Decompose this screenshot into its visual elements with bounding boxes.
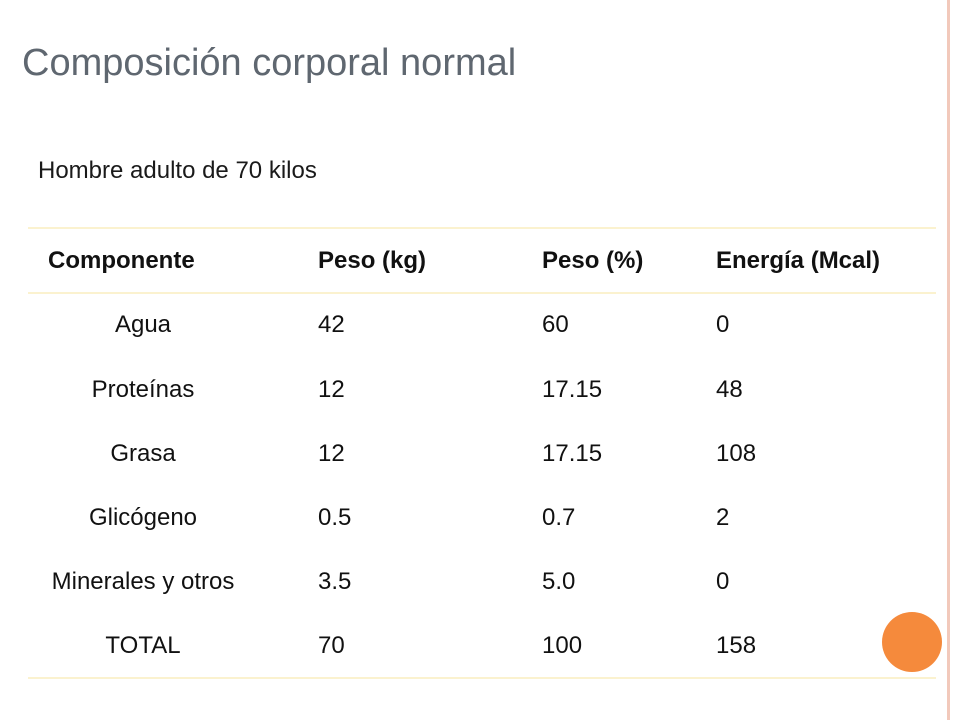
- slide-side-border: [947, 0, 950, 720]
- cell-energia: 0: [716, 311, 730, 338]
- cell-componente: Glicógeno: [88, 504, 198, 531]
- cell-peso-pct: 100: [542, 632, 583, 659]
- header-energia: Energía (Mcal): [716, 246, 881, 274]
- header-peso-pct: Peso (%): [542, 246, 644, 274]
- cell-peso-kg: 12: [318, 440, 345, 467]
- header-componente: Componente: [48, 246, 195, 274]
- cell-peso-kg: 3.5: [318, 568, 352, 595]
- slide-title: Composición corporal normal: [22, 42, 517, 84]
- cell-energia: 0: [716, 568, 730, 595]
- cell-peso-pct: 60: [542, 311, 569, 338]
- cell-peso-pct: 17.15: [542, 440, 603, 467]
- cell-componente: Minerales y otros: [51, 568, 235, 595]
- table-top-rule: [28, 227, 936, 229]
- cell-componente: Proteínas: [91, 376, 195, 403]
- slide-subtitle: Hombre adulto de 70 kilos: [38, 157, 317, 184]
- cell-peso-kg: 12: [318, 376, 345, 403]
- table-row: Minerales y otros 3.5 5.0 0: [28, 550, 936, 614]
- cell-peso-pct: 5.0: [542, 568, 576, 595]
- table-row-total: TOTAL 70 100 158: [28, 614, 936, 678]
- cell-energia: 2: [716, 504, 730, 531]
- table-row: Agua 42 60 0: [28, 292, 936, 358]
- cell-peso-kg: 0.5: [318, 504, 352, 531]
- table-row: Grasa 12 17.15 108: [28, 422, 936, 486]
- cell-peso-kg: 42: [318, 311, 345, 338]
- cell-peso-pct: 0.7: [542, 504, 576, 531]
- header-peso-kg: Peso (kg): [318, 246, 427, 274]
- accent-dot: [882, 612, 942, 672]
- table-header-rule: [28, 292, 936, 294]
- cell-componente: TOTAL: [105, 632, 181, 659]
- cell-componente: Grasa: [110, 440, 176, 467]
- cell-energia: 108: [716, 440, 757, 467]
- table-row: Glicógeno 0.5 0.7 2: [28, 486, 936, 550]
- table-bottom-rule: [28, 677, 936, 679]
- cell-peso-pct: 17.15: [542, 376, 603, 403]
- table-row: Proteínas 12 17.15 48: [28, 358, 936, 422]
- cell-energia: 48: [716, 376, 743, 403]
- composition-table: Componente Peso (kg) Peso (%) Energía (M…: [28, 229, 936, 678]
- table-header-row: Componente Peso (kg) Peso (%) Energía (M…: [28, 229, 936, 292]
- cell-peso-kg: 70: [318, 632, 345, 659]
- cell-energia: 158: [716, 632, 757, 659]
- cell-componente: Agua: [114, 311, 172, 338]
